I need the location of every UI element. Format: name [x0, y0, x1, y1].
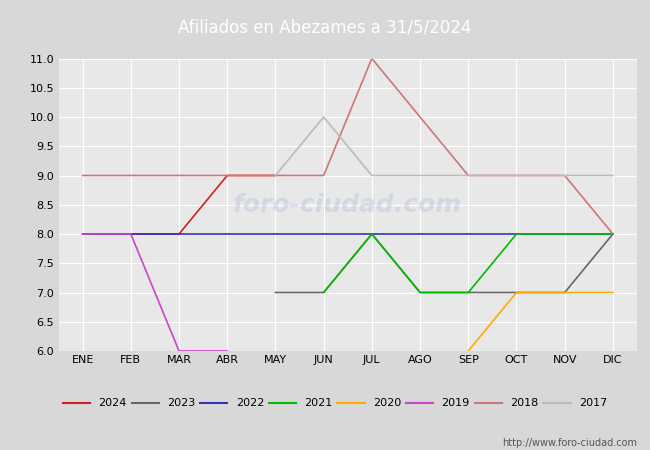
Text: 2017: 2017	[579, 398, 607, 408]
Text: 2021: 2021	[304, 398, 333, 408]
Text: 2019: 2019	[441, 398, 470, 408]
Text: 2018: 2018	[510, 398, 538, 408]
Text: 2022: 2022	[236, 398, 264, 408]
Text: 2020: 2020	[373, 398, 401, 408]
Text: foro-ciudad.com: foro-ciudad.com	[233, 193, 462, 217]
Text: Afiliados en Abezames a 31/5/2024: Afiliados en Abezames a 31/5/2024	[178, 18, 472, 36]
Text: 2024: 2024	[98, 398, 127, 408]
Text: http://www.foro-ciudad.com: http://www.foro-ciudad.com	[502, 438, 637, 448]
Text: 2023: 2023	[167, 398, 195, 408]
